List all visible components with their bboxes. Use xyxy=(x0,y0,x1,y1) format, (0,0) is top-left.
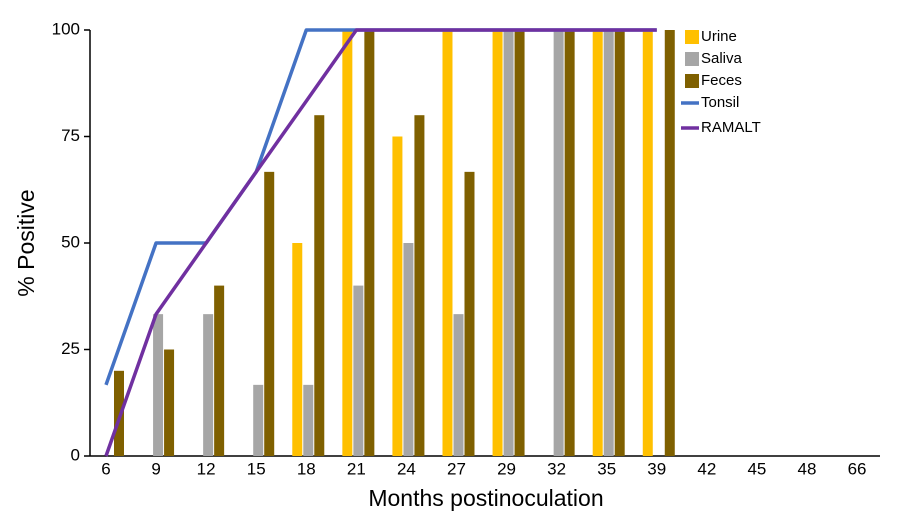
legend-swatch xyxy=(685,52,699,66)
bar xyxy=(442,30,453,456)
bar xyxy=(592,30,603,456)
bar xyxy=(464,171,475,456)
bar xyxy=(114,370,124,456)
x-tick-label: 12 xyxy=(197,459,216,478)
bar xyxy=(664,30,675,456)
bar xyxy=(403,243,414,456)
x-tick-label: 15 xyxy=(247,459,266,478)
bar xyxy=(414,115,425,456)
x-tick-label: 24 xyxy=(397,459,416,478)
line xyxy=(104,28,657,457)
bar xyxy=(492,30,503,456)
bar xyxy=(503,30,514,456)
bar xyxy=(264,171,275,456)
x-tick-label: 32 xyxy=(547,459,566,478)
y-axis-title: % Positive xyxy=(13,189,39,296)
legend-label: Saliva xyxy=(701,50,743,67)
y-tick-label: 75 xyxy=(61,126,80,145)
x-tick-label: 6 xyxy=(101,459,110,478)
bar xyxy=(203,314,214,456)
y-tick-label: 50 xyxy=(61,232,80,251)
bar xyxy=(392,136,403,456)
bar xyxy=(164,349,175,456)
x-tick-label: 18 xyxy=(297,459,316,478)
y-tick-label: 0 xyxy=(71,445,80,464)
legend-swatch xyxy=(685,30,699,44)
bar xyxy=(353,285,364,456)
bar xyxy=(253,384,264,456)
x-tick-label: 66 xyxy=(848,459,867,478)
bar xyxy=(614,30,625,456)
bar xyxy=(314,115,325,456)
x-tick-label: 48 xyxy=(798,459,817,478)
legend-label: Feces xyxy=(701,72,742,89)
legend-label: Urine xyxy=(701,28,737,45)
x-tick-label: 45 xyxy=(747,459,766,478)
x-tick-label: 39 xyxy=(647,459,666,478)
bar xyxy=(642,30,653,456)
legend-label: Tonsil xyxy=(701,94,739,111)
legend-swatch xyxy=(685,74,699,88)
bar xyxy=(292,243,303,456)
bar xyxy=(214,285,225,456)
bar xyxy=(303,384,314,456)
bar xyxy=(553,30,564,456)
bar xyxy=(342,30,353,456)
y-tick-label: 25 xyxy=(61,339,80,358)
y-tick-label: 100 xyxy=(52,19,80,38)
x-tick-label: 27 xyxy=(447,459,466,478)
bar xyxy=(603,30,614,456)
x-axis-title: Months postinoculation xyxy=(368,485,603,511)
bar xyxy=(453,314,464,456)
bar xyxy=(514,30,525,456)
bar xyxy=(364,30,375,456)
bar xyxy=(564,30,575,456)
bar xyxy=(153,314,164,456)
x-tick-label: 21 xyxy=(347,459,366,478)
x-tick-label: 29 xyxy=(497,459,516,478)
x-tick-label: 9 xyxy=(151,459,160,478)
x-tick-label: 42 xyxy=(697,459,716,478)
x-tick-label: 35 xyxy=(597,459,616,478)
legend-label: RAMALT xyxy=(701,119,761,136)
